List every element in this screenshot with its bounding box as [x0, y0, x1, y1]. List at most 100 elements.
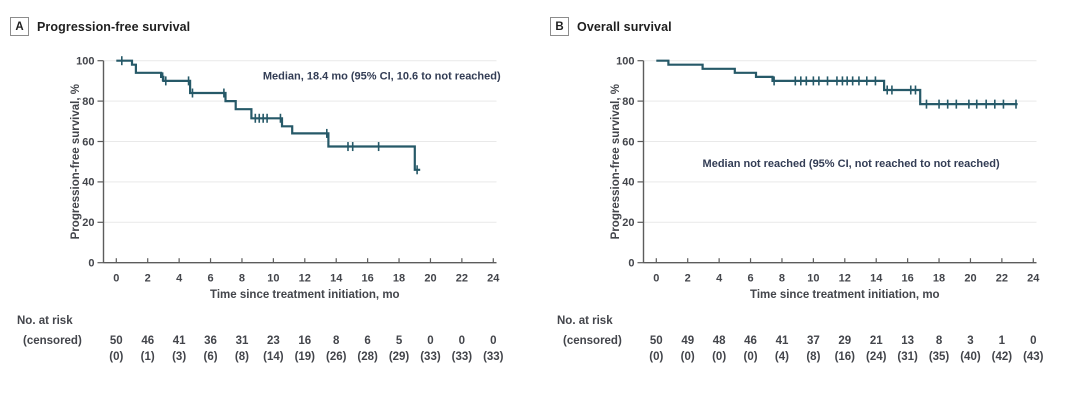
x-tick-label: 8: [239, 273, 245, 285]
at-risk-count: 23: [267, 335, 280, 347]
x-tick-label: 0: [113, 273, 119, 285]
x-tick-label: 20: [964, 273, 976, 285]
x-axis-title: Time since treatment initiation, mo: [210, 289, 400, 301]
y-tick-label: 60: [82, 136, 94, 148]
censored-count: (3): [172, 351, 186, 363]
at-risk-count: 50: [110, 335, 123, 347]
survival-curve: [116, 59, 421, 171]
censored-count: (8): [235, 351, 249, 363]
x-axis-title: Time since treatment initiation, mo: [750, 289, 940, 301]
y-tick-label: 0: [88, 258, 94, 270]
y-tick-label: 60: [622, 136, 634, 148]
at-risk-count: 50: [650, 335, 663, 347]
at-risk-count: 0: [427, 335, 433, 347]
censored-count: (0): [712, 351, 726, 363]
at-risk-count: 31: [236, 335, 249, 347]
panel-a-title: Progression-free survival: [37, 19, 191, 34]
y-tick-label: 40: [622, 177, 634, 189]
y-axis-title: Progression-free survival, %: [70, 84, 82, 239]
censored-count: (19): [295, 351, 316, 363]
at-risk-count: 37: [807, 335, 820, 347]
x-tick-label: 10: [807, 273, 819, 285]
panel-b-letter-box: B: [550, 17, 569, 36]
panel-a-letter-box: A: [10, 17, 29, 36]
median-annotation: Median, 18.4 mo (95% CI, 10.6 to not rea…: [263, 70, 501, 82]
y-tick-label: 40: [82, 177, 94, 189]
x-tick-label: 18: [393, 273, 405, 285]
risk-table-header: No. at risk: [17, 315, 73, 327]
median-annotation: Median not reached (95% CI, not reached …: [703, 158, 1000, 170]
at-risk-count: 36: [204, 335, 217, 347]
x-tick-label: 22: [996, 273, 1008, 285]
censored-count: (26): [326, 351, 347, 363]
x-tick-label: 10: [267, 273, 279, 285]
y-tick-label: 20: [82, 217, 94, 229]
at-risk-count: 41: [173, 335, 186, 347]
x-tick-label: 24: [1027, 273, 1040, 285]
censored-count: (0): [681, 351, 695, 363]
at-risk-count: 0: [490, 335, 496, 347]
panel-progression-free-survival: A Progression-free survival Median, 18.4…: [10, 17, 504, 363]
censored-count: (16): [835, 351, 856, 363]
at-risk-count: 49: [681, 335, 694, 347]
at-risk-count: 46: [744, 335, 757, 347]
at-risk-count: 13: [901, 335, 914, 347]
censored-count: (33): [483, 351, 504, 363]
at-risk-count: 46: [141, 335, 154, 347]
at-risk-count: 41: [776, 335, 789, 347]
km-chart-b: Median not reached (95% CI, not reached …: [557, 56, 1044, 364]
x-tick-label: 12: [839, 273, 851, 285]
censored-count: (8): [806, 351, 820, 363]
x-tick-label: 2: [145, 273, 151, 285]
x-tick-label: 16: [362, 273, 374, 285]
at-risk-count: 0: [1030, 335, 1036, 347]
panel-a-header: A Progression-free survival: [10, 17, 190, 36]
censored-count: (4): [775, 351, 789, 363]
at-risk-count: 21: [870, 335, 883, 347]
x-tick-label: 14: [330, 273, 343, 285]
at-risk-count: 1: [999, 335, 1006, 347]
x-tick-label: 2: [685, 273, 691, 285]
survival-curve: [656, 59, 1018, 106]
censored-count: (40): [960, 351, 981, 363]
risk-table-subheader: (censored): [23, 335, 82, 347]
panel-b-header: B Overall survival: [550, 17, 672, 36]
censored-count: (24): [866, 351, 887, 363]
censored-count: (42): [992, 351, 1013, 363]
y-axis-title: Progression-free survival, %: [610, 84, 622, 239]
x-tick-label: 24: [487, 273, 500, 285]
censored-count: (43): [1023, 351, 1044, 363]
x-tick-label: 12: [299, 273, 311, 285]
x-tick-label: 18: [933, 273, 945, 285]
risk-table-header: No. at risk: [557, 315, 613, 327]
at-risk-count: 8: [936, 335, 943, 347]
x-tick-label: 8: [779, 273, 785, 285]
censored-count: (31): [897, 351, 918, 363]
censored-count: (6): [204, 351, 218, 363]
x-tick-label: 22: [456, 273, 468, 285]
censored-count: (0): [649, 351, 663, 363]
y-tick-label: 80: [622, 96, 634, 108]
y-tick-label: 20: [622, 217, 634, 229]
censored-count: (29): [389, 351, 410, 363]
censored-count: (33): [452, 351, 473, 363]
risk-table-subheader: (censored): [563, 335, 622, 347]
y-tick-label: 0: [628, 258, 634, 270]
x-tick-label: 16: [902, 273, 914, 285]
censored-count: (33): [420, 351, 441, 363]
at-risk-count: 0: [459, 335, 465, 347]
y-tick-label: 80: [82, 96, 94, 108]
x-tick-label: 0: [653, 273, 659, 285]
at-risk-count: 5: [396, 335, 403, 347]
censored-count: (0): [744, 351, 758, 363]
at-risk-count: 3: [967, 335, 973, 347]
x-tick-label: 14: [870, 273, 883, 285]
censored-count: (0): [109, 351, 123, 363]
censored-count: (1): [141, 351, 155, 363]
x-tick-label: 6: [207, 273, 213, 285]
x-tick-label: 4: [716, 273, 723, 285]
at-risk-count: 8: [333, 335, 340, 347]
censored-count: (14): [263, 351, 284, 363]
censored-count: (35): [929, 351, 950, 363]
